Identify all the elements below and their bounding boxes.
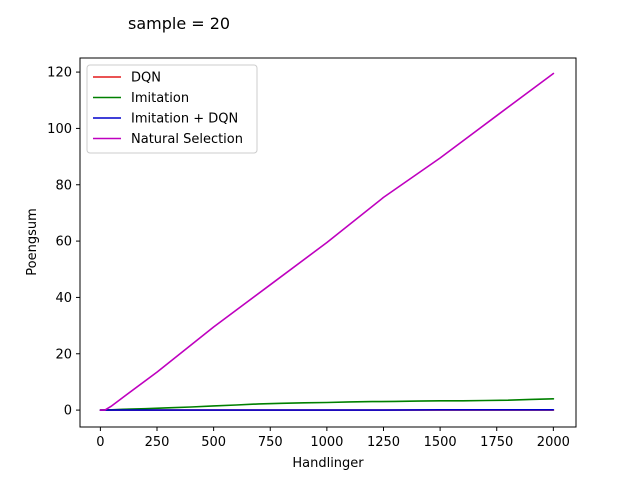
x-tick-label: 750 (258, 435, 283, 450)
series-line-natural-selection (99, 72, 555, 411)
y-tick-label: 60 (55, 235, 72, 250)
x-tick-label: 1250 (367, 435, 400, 450)
x-tick-label: 1000 (310, 435, 343, 450)
legend-label: Natural Selection (131, 132, 243, 147)
y-tick-label: 0 (64, 404, 72, 419)
y-tick-label: 100 (47, 122, 72, 137)
x-tick-label: 250 (145, 435, 170, 450)
legend-label: Imitation (131, 91, 189, 106)
x-tick-label: 2000 (537, 435, 570, 450)
axes-frame (79, 57, 577, 428)
y-tick-label: 40 (55, 291, 72, 306)
x-tick-label: 0 (96, 435, 104, 450)
y-tick-label: 80 (55, 178, 72, 193)
legend-box (86, 64, 258, 154)
series-layer (99, 72, 555, 411)
x-axis: 0 250 500 750 1000 1250 1500 1750 2000 (96, 427, 570, 450)
x-tick-label: 1500 (424, 435, 457, 450)
y-tick-label: 20 (55, 347, 72, 362)
chart-title: sample = 20 (128, 14, 230, 33)
y-axis-label: Poengsum (25, 208, 40, 276)
y-tick-label: 120 (47, 66, 72, 81)
legend: DQN Imitation Imitation + DQN Natural Selec… (86, 64, 258, 154)
y-axis: 0 20 40 60 80 100 120 (47, 66, 80, 419)
legend-label: DQN (131, 71, 161, 86)
x-tick-label: 500 (201, 435, 226, 450)
legend-label: Imitation + DQN (131, 112, 238, 127)
x-axis-label: Handlinger (292, 456, 364, 471)
x-tick-label: 1750 (480, 435, 513, 450)
series-line-imitation (99, 397, 555, 411)
